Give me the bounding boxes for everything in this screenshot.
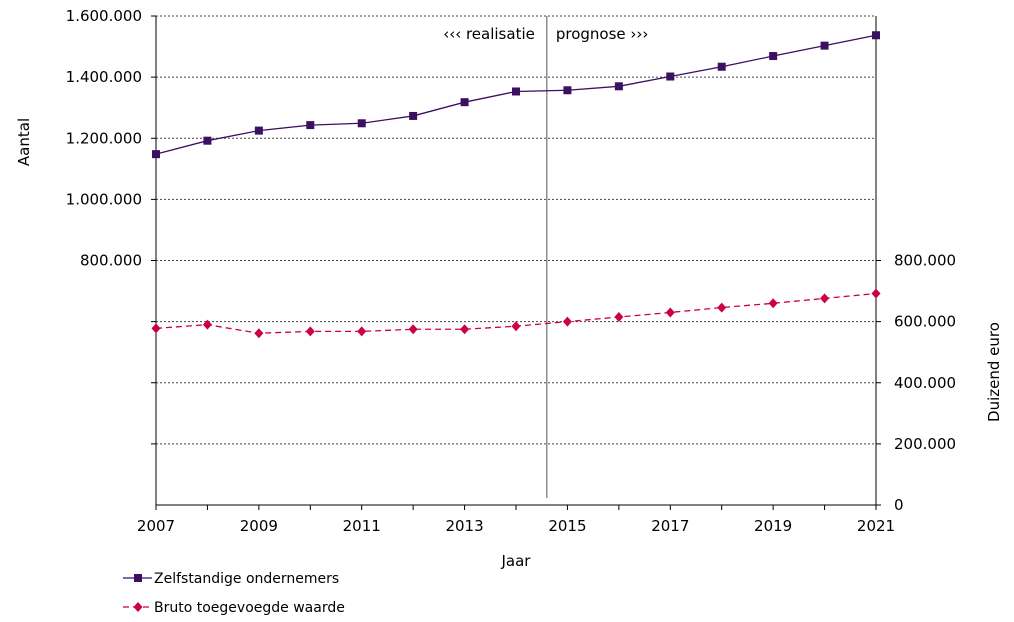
realisatie-annotation: ‹‹‹ realisatie bbox=[443, 25, 535, 43]
legend-label: Zelfstandige ondernemers bbox=[154, 571, 339, 587]
data-point bbox=[821, 42, 829, 50]
legend-label: Bruto toegevoegde waarde bbox=[154, 600, 345, 616]
data-point bbox=[718, 63, 726, 71]
x-tick-label: 2009 bbox=[240, 517, 278, 535]
data-point bbox=[769, 52, 777, 60]
left-tick-label: 800.000 bbox=[80, 252, 142, 270]
right-tick-label: 600.000 bbox=[894, 313, 956, 331]
data-point bbox=[409, 324, 418, 334]
data-point bbox=[563, 86, 571, 94]
x-tick-label: 2013 bbox=[445, 517, 483, 535]
legend: Zelfstandige ondernemers Bruto toegevoegd… bbox=[123, 571, 345, 616]
x-tick-label: 2017 bbox=[651, 517, 689, 535]
legend-marker bbox=[134, 602, 143, 612]
x-tick-label: 2019 bbox=[754, 517, 792, 535]
left-tick-label: 1.000.000 bbox=[66, 190, 142, 208]
data-point bbox=[872, 31, 880, 39]
data-point bbox=[666, 73, 674, 81]
data-point bbox=[769, 298, 778, 308]
series-1 bbox=[152, 31, 880, 158]
data-point bbox=[820, 293, 829, 303]
series-2 bbox=[152, 289, 881, 339]
x-axis-ticks: 2007 2009 2011 2013 2015 2017 2019 2021 bbox=[137, 505, 895, 535]
right-tick-label: 800.000 bbox=[894, 252, 956, 270]
data-point bbox=[409, 112, 417, 120]
data-point bbox=[254, 328, 263, 338]
data-point bbox=[357, 326, 366, 336]
left-tick-label: 1.600.000 bbox=[66, 7, 142, 25]
legend-entry: Bruto toegevoegde waarde bbox=[123, 600, 345, 616]
data-point bbox=[717, 303, 726, 313]
left-tick-label: 1.400.000 bbox=[66, 68, 142, 86]
right-tick-label: 200.000 bbox=[894, 435, 956, 453]
data-point bbox=[306, 121, 314, 129]
gridlines bbox=[156, 16, 876, 444]
data-point bbox=[152, 323, 161, 333]
data-point bbox=[666, 307, 675, 317]
prognose-annotation: prognose ››› bbox=[556, 25, 649, 43]
x-tick-label: 2007 bbox=[137, 517, 175, 535]
data-point bbox=[358, 119, 366, 127]
data-point bbox=[512, 321, 521, 331]
right-axis-label: Duizend euro bbox=[985, 322, 1003, 422]
data-point bbox=[255, 127, 263, 135]
data-point bbox=[614, 312, 623, 322]
data-point bbox=[872, 289, 881, 299]
right-axis-ticks: 800.000 600.000 400.000 200.000 0 bbox=[876, 252, 956, 515]
left-axis-ticks: 1.600.000 1.400.000 1.200.000 1.000.000 800.… bbox=[66, 7, 156, 444]
x-axis-label: Jaar bbox=[501, 552, 532, 570]
x-tick-label: 2011 bbox=[343, 517, 381, 535]
data-point bbox=[461, 98, 469, 106]
data-point bbox=[615, 82, 623, 90]
data-point bbox=[460, 324, 469, 334]
data-point bbox=[203, 137, 211, 145]
left-tick-label: 1.200.000 bbox=[66, 129, 142, 147]
data-point bbox=[306, 326, 315, 336]
x-tick-label: 2015 bbox=[548, 517, 586, 535]
right-tick-label: 400.000 bbox=[894, 374, 956, 392]
left-axis-label: Aantal bbox=[15, 118, 33, 166]
legend-entry: Zelfstandige ondernemers bbox=[123, 571, 339, 587]
legend-marker bbox=[134, 574, 142, 582]
data-point bbox=[563, 317, 572, 327]
data-point bbox=[152, 150, 160, 158]
x-tick-label: 2021 bbox=[857, 517, 895, 535]
right-tick-label: 0 bbox=[894, 496, 904, 514]
data-point bbox=[512, 87, 520, 95]
